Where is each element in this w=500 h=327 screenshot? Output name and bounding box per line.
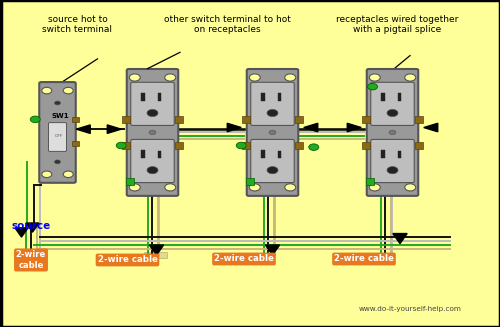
- Bar: [175, 142, 183, 149]
- Circle shape: [129, 184, 140, 191]
- Circle shape: [147, 166, 158, 174]
- Circle shape: [164, 74, 175, 81]
- Circle shape: [405, 184, 416, 191]
- Circle shape: [129, 74, 140, 81]
- Bar: [126, 178, 134, 185]
- Bar: [260, 93, 264, 101]
- Text: receptacles wired together
with a pigtail splice: receptacles wired together with a pigtai…: [336, 15, 458, 34]
- Text: 2-wire cable: 2-wire cable: [214, 254, 274, 264]
- Circle shape: [54, 101, 60, 105]
- Circle shape: [267, 110, 278, 117]
- Text: SW1: SW1: [51, 113, 69, 119]
- Circle shape: [309, 144, 319, 150]
- Circle shape: [63, 171, 73, 178]
- FancyBboxPatch shape: [131, 82, 174, 126]
- Bar: [242, 142, 250, 149]
- Text: source hot to
switch terminal: source hot to switch terminal: [42, 15, 112, 34]
- Bar: [242, 116, 250, 123]
- Text: 2-wire cable: 2-wire cable: [334, 254, 394, 264]
- Bar: [140, 93, 144, 101]
- Bar: [175, 116, 183, 123]
- Polygon shape: [15, 228, 28, 237]
- Polygon shape: [76, 125, 90, 133]
- FancyBboxPatch shape: [39, 82, 76, 183]
- Circle shape: [387, 166, 398, 174]
- Bar: [415, 116, 423, 123]
- FancyBboxPatch shape: [251, 82, 294, 126]
- Text: 2-wire cable: 2-wire cable: [98, 255, 158, 265]
- Bar: [380, 150, 384, 158]
- Circle shape: [269, 130, 276, 135]
- Bar: [380, 93, 384, 101]
- Text: other switch terminal to hot
on receptacles: other switch terminal to hot on receptac…: [164, 15, 291, 34]
- Circle shape: [249, 184, 260, 191]
- FancyBboxPatch shape: [247, 69, 298, 196]
- Text: OFF: OFF: [54, 134, 62, 138]
- FancyBboxPatch shape: [371, 82, 414, 126]
- Bar: [278, 150, 281, 158]
- Circle shape: [387, 110, 398, 117]
- Circle shape: [116, 142, 126, 149]
- Circle shape: [389, 130, 396, 135]
- Bar: [415, 142, 423, 149]
- Bar: [122, 142, 130, 149]
- Polygon shape: [424, 123, 438, 132]
- FancyBboxPatch shape: [131, 139, 174, 182]
- Circle shape: [149, 130, 156, 135]
- Circle shape: [147, 110, 158, 117]
- Circle shape: [285, 184, 296, 191]
- Bar: [122, 116, 130, 123]
- FancyBboxPatch shape: [48, 123, 66, 151]
- Polygon shape: [347, 123, 361, 132]
- Circle shape: [42, 87, 52, 94]
- Bar: [295, 142, 303, 149]
- Polygon shape: [107, 125, 121, 133]
- Bar: [158, 94, 161, 101]
- Polygon shape: [304, 123, 318, 132]
- Bar: [140, 150, 144, 158]
- Bar: [398, 94, 401, 101]
- Bar: [260, 150, 264, 158]
- Circle shape: [249, 74, 260, 81]
- Bar: [72, 141, 80, 146]
- Bar: [295, 116, 303, 123]
- Text: source: source: [12, 221, 51, 231]
- Bar: [22, 250, 46, 257]
- Polygon shape: [26, 223, 39, 232]
- Circle shape: [236, 142, 246, 149]
- Polygon shape: [266, 245, 280, 255]
- Circle shape: [54, 160, 60, 164]
- Circle shape: [405, 74, 416, 81]
- Circle shape: [30, 116, 40, 123]
- Circle shape: [164, 184, 175, 191]
- FancyBboxPatch shape: [367, 69, 418, 196]
- Circle shape: [369, 74, 380, 81]
- Bar: [362, 116, 370, 123]
- Circle shape: [285, 74, 296, 81]
- Circle shape: [63, 87, 73, 94]
- Bar: [366, 178, 374, 185]
- Bar: [278, 94, 281, 101]
- Bar: [72, 117, 80, 122]
- Circle shape: [267, 166, 278, 174]
- Circle shape: [368, 83, 378, 90]
- FancyBboxPatch shape: [251, 139, 294, 182]
- Bar: [362, 142, 370, 149]
- Polygon shape: [227, 123, 242, 132]
- Circle shape: [369, 184, 380, 191]
- FancyBboxPatch shape: [127, 69, 178, 196]
- Bar: [246, 178, 254, 185]
- Bar: [144, 252, 167, 258]
- Text: 2-wire
cable: 2-wire cable: [16, 250, 46, 270]
- Circle shape: [42, 171, 52, 178]
- Polygon shape: [150, 245, 164, 255]
- Text: www.do-it-yourself-help.com: www.do-it-yourself-help.com: [358, 306, 462, 312]
- Bar: [158, 150, 161, 158]
- Bar: [398, 150, 401, 158]
- FancyBboxPatch shape: [371, 139, 414, 182]
- Polygon shape: [393, 233, 407, 244]
